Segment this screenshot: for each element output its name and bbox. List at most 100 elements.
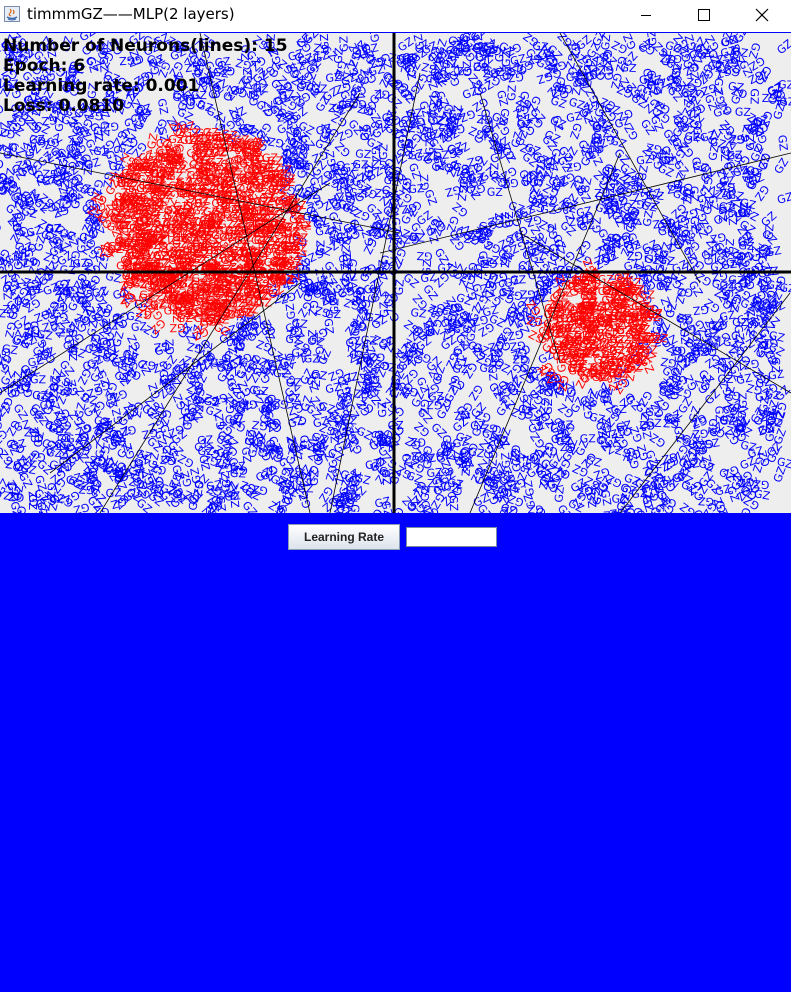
training-point: GZ <box>128 228 145 241</box>
training-point: GZ <box>640 68 655 86</box>
training-point: GZ <box>296 219 313 232</box>
training-point: GZ <box>576 315 593 328</box>
training-point: GZ <box>284 128 300 147</box>
decision-plot: GZGZGZGZGZGZGZGZGZGZGZGZGZGZGZGZGZGZGZGZ… <box>0 33 791 513</box>
training-point: GZ <box>452 362 469 376</box>
learning-rate-stat: Learning rate: 0.001 <box>3 76 288 96</box>
training-point: GZ <box>691 159 710 176</box>
java-app-icon <box>4 6 20 22</box>
training-point: GZ <box>417 399 431 416</box>
training-point: GZ <box>622 171 640 186</box>
training-point: GZ <box>183 215 200 228</box>
training-point: GZ <box>0 120 12 137</box>
training-point: GZ <box>639 303 656 316</box>
training-point: GZ <box>336 189 353 203</box>
training-point: GZ <box>766 278 784 293</box>
training-point: GZ <box>35 172 53 187</box>
training-point: GZ <box>557 308 574 321</box>
training-point: GZ <box>259 205 276 218</box>
training-point: GZ <box>317 125 335 145</box>
training-point: GZ <box>708 319 726 333</box>
training-point: GZ <box>91 284 110 300</box>
training-canvas[interactable]: GZ GZ GZ GZ GZ GZ GZ GZ GZ GZ GZ GZ GZ GZ GZ GZ GZ GZ GZ GZ… <box>0 33 791 513</box>
training-point: GZ <box>508 338 526 353</box>
training-point: GZ <box>159 372 177 387</box>
training-point: GZ <box>493 212 507 229</box>
training-point: GZ <box>658 295 676 315</box>
training-point: GZ <box>742 356 760 371</box>
training-point: GZ <box>309 371 322 388</box>
training-point: GZ <box>605 231 624 248</box>
training-point: GZ <box>314 241 334 259</box>
close-button[interactable] <box>739 0 785 30</box>
training-point: GZ <box>360 333 378 347</box>
training-point: GZ <box>602 508 619 513</box>
training-point: GZ <box>229 460 247 475</box>
training-point: GZ <box>732 415 747 433</box>
training-point: GZ <box>637 331 654 344</box>
training-point: GZ <box>55 277 73 292</box>
training-point: GZ <box>569 362 586 375</box>
training-point: GZ <box>155 97 171 116</box>
training-point: GZ <box>487 337 506 353</box>
neurons-label: Number of Neurons(lines): <box>3 36 258 56</box>
training-point: GZ <box>517 118 534 131</box>
maximize-button[interactable] <box>681 0 727 30</box>
training-point: GZ <box>251 482 269 497</box>
training-point: GZ <box>218 218 235 231</box>
training-point: GZ <box>160 152 177 165</box>
training-point: GZ <box>252 384 270 398</box>
training-point: GZ <box>472 60 489 74</box>
training-point: GZ <box>241 398 258 411</box>
training-point: GZ <box>321 318 336 336</box>
training-point: GZ <box>93 103 110 117</box>
training-point: GZ <box>114 213 131 226</box>
title-bar[interactable]: timmmGZ——MLP(2 layers) <box>0 0 791 32</box>
training-point: GZ <box>208 313 225 326</box>
maximize-icon <box>698 9 710 21</box>
training-point: GZ <box>159 453 177 468</box>
training-point: GZ <box>586 390 602 409</box>
training-point: GZ <box>337 35 351 52</box>
training-point: GZ <box>167 227 184 240</box>
training-point: GZ <box>776 190 791 207</box>
training-point: GZ <box>451 104 465 121</box>
training-stats: Number of Neurons(lines): 15 Epoch: 6 Le… <box>3 36 288 116</box>
training-point: GZ <box>454 446 472 466</box>
training-point: GZ <box>757 408 776 424</box>
training-point: GZ <box>354 286 368 303</box>
training-point: GZ <box>150 357 170 375</box>
learning-rate-input[interactable] <box>406 527 497 547</box>
training-point: GZ <box>184 291 201 304</box>
training-point: GZ <box>73 310 93 327</box>
training-point: GZ <box>275 504 290 513</box>
training-point: GZ <box>505 84 519 101</box>
training-point: GZ <box>775 134 790 152</box>
training-point: GZ <box>139 357 157 372</box>
training-point: GZ <box>377 429 392 447</box>
training-point: GZ <box>485 464 503 484</box>
training-point: GZ <box>621 180 640 196</box>
minimize-icon <box>641 15 651 16</box>
training-point: GZ <box>465 382 485 403</box>
training-point: GZ <box>556 327 573 340</box>
training-point: GZ <box>609 333 626 346</box>
training-point: GZ <box>521 479 537 498</box>
training-point: GZ <box>416 249 433 263</box>
training-point: GZ <box>216 278 233 291</box>
training-point: GZ <box>259 158 276 171</box>
training-point: GZ <box>74 420 94 438</box>
training-point: GZ <box>410 306 428 321</box>
training-point: GZ <box>520 397 535 415</box>
learning-rate-button[interactable]: Learning Rate <box>288 524 400 550</box>
training-point: GZ <box>610 319 627 332</box>
training-point: GZ <box>521 234 539 249</box>
training-point: GZ <box>692 303 710 318</box>
training-point: GZ <box>664 236 685 255</box>
training-point: GZ <box>689 156 705 175</box>
minimize-button[interactable] <box>623 0 669 30</box>
training-point: GZ <box>314 239 327 256</box>
training-point: GZ <box>219 353 234 371</box>
training-point: GZ <box>265 285 282 298</box>
